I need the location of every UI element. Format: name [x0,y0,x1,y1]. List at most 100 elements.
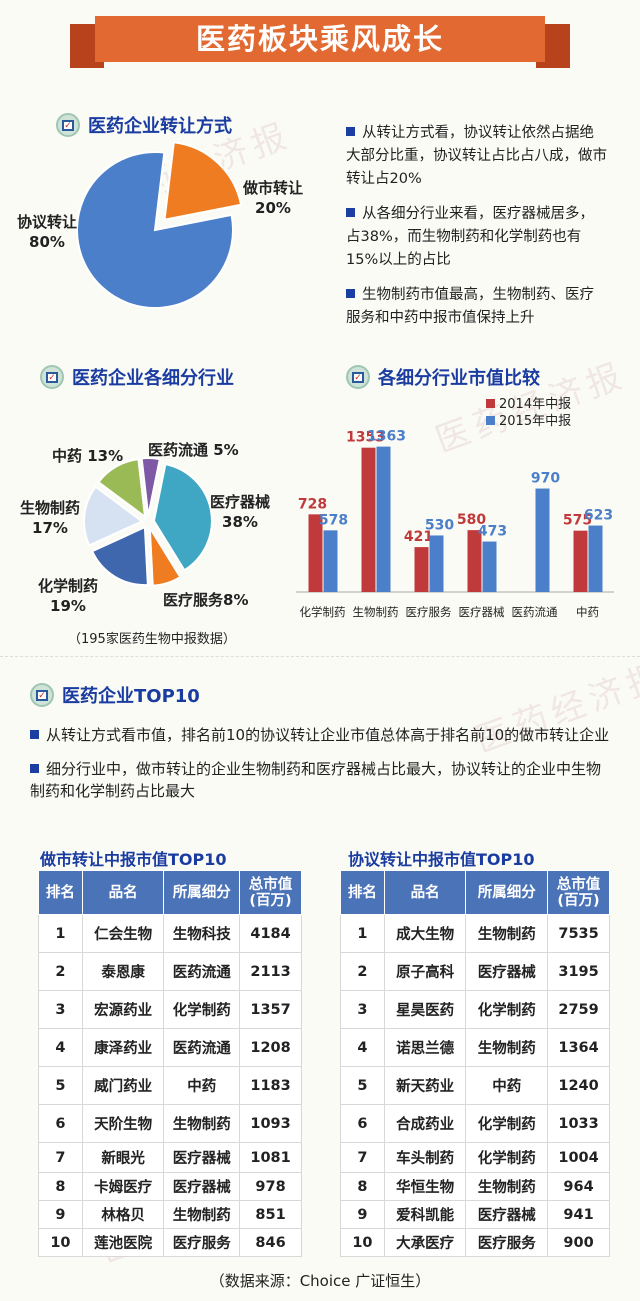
value-cell: 2759 [547,990,610,1029]
bar-value-label: 575 [563,513,592,529]
bar-value-label: 421 [404,529,433,545]
pie-slice-5 [140,457,161,517]
bar-value-label: 530 [425,517,454,533]
bar-1-2 [429,535,444,592]
value-cell: 1093 [239,1104,302,1143]
segment-cell: 医药流通 [163,952,241,991]
bullet-item: 从转让方式看市值，排名前10的协议转让企业市值总体高于排名前10的做市转让企业 [30,724,615,746]
table-header-cell: 排名 [38,870,83,915]
page-title: 医药板块乘风成长 [95,16,545,62]
value-cell: 1364 [547,1028,610,1067]
bar-0-3 [467,530,482,592]
pie1-label-xieyi: 协议转让 80% [17,213,78,251]
rank-cell: 6 [38,1104,83,1143]
table-row: 2 原子高科 医疗器械 3195 [340,952,610,991]
name-cell: 新天药业 [383,1066,467,1105]
name-cell: 星昊医药 [383,990,467,1029]
pie2-label-fuwu: 医疗服务8% [163,591,249,609]
bar-0-0 [308,514,323,592]
value-cell: 978 [239,1172,302,1201]
table-row: 1 成大生物 生物制药 7535 [340,914,610,953]
bar-value-label: 1353 [346,430,385,446]
right-table-title: 协议转让中报市值TOP10 [348,850,535,869]
section1-title: 医药企业转让方式 [88,116,232,137]
rank-cell: 10 [38,1228,83,1257]
rank-cell: 8 [340,1172,385,1201]
value-cell: 900 [547,1228,610,1257]
name-cell: 成大生物 [383,914,467,953]
left-top10-table: 排名 品名 所属细分 总市值 (百万) 1 仁会生物 生物科技 4184 2 泰恩康 医药流通 211… [38,870,302,1257]
table-header-cell: 总市值 (百万) [239,870,302,915]
name-cell: 原子高科 [383,952,467,991]
table-row: 8 卡姆医疗 医疗器械 978 [38,1172,302,1201]
bar-value-label: 623 [584,508,613,524]
segment-cell: 生物制药 [465,1172,549,1201]
bar-value-label: 580 [457,512,486,528]
bar-1-1 [376,446,391,592]
section2-title: 医药企业各细分行业 [72,368,234,389]
name-cell: 天阶生物 [81,1104,165,1143]
table-header-cell: 排名 [340,870,385,915]
x-tick-label: 医药流通 [512,605,558,619]
value-cell: 7535 [547,914,610,953]
left-table-title: 做市转让中报市值TOP10 [40,850,227,869]
section2-header: ✓ 医药企业各细分行业 [40,364,234,390]
bar-1-5 [588,525,603,592]
segment-cell: 生物制药 [465,1028,549,1067]
transfer-method-pie [76,141,243,309]
table-row: 6 天阶生物 生物制药 1093 [38,1104,302,1143]
table-row: 3 宏源药业 化学制药 1357 [38,990,302,1029]
value-cell: 941 [547,1200,610,1229]
legend-swatch [486,399,495,408]
bar-1-0 [323,530,338,592]
table-row: 10 大承医疗 医疗服务 900 [340,1228,610,1257]
bar-0-1 [361,447,376,592]
pie1-label-zuoshi: 做市转让 20% [243,179,304,217]
table-row: 10 莲池医院 医疗服务 846 [38,1228,302,1257]
name-cell: 新眼光 [81,1142,165,1173]
x-tick-label: 医疗服务 [406,605,452,619]
rank-cell: 4 [38,1028,83,1067]
rank-cell: 7 [340,1142,385,1173]
segment-cell: 医药流通 [163,1028,241,1067]
bar-1-4 [535,488,550,592]
rank-cell: 5 [340,1066,385,1105]
table-row: 9 爱科凯能 医疗器械 941 [340,1200,610,1229]
rank-cell: 9 [38,1200,83,1229]
table-header-cell: 所属细分 [465,870,549,915]
table-row: 3 星昊医药 化学制药 2759 [340,990,610,1029]
rank-cell: 10 [340,1228,385,1257]
name-cell: 仁会生物 [81,914,165,953]
section1-bullets: 从转让方式看，协议转让依然占据绝大部分比重，协议转让占比占八成，做市转让占20%… [346,122,608,342]
market-value-bar-chart: 2014年中报2015年中报728578化学制药13531363生物制药4215… [296,397,614,619]
legend-label: 2014年中报 [499,397,571,412]
pie2-label-huaxue: 化学制药 19% [38,577,99,615]
value-cell: 851 [239,1200,302,1229]
table-header-cell: 品名 [81,870,165,915]
rank-cell: 6 [340,1104,385,1143]
segment-cell: 医疗器械 [465,1200,549,1229]
x-tick-label: 中药 [576,605,599,619]
sample-note: （195家医药生物中报数据） [68,632,236,647]
value-cell: 964 [547,1172,610,1201]
pie2-label-liutong: 医药流通 5% [148,441,239,459]
divider [0,656,640,657]
name-cell: 大承医疗 [383,1228,467,1257]
value-cell: 846 [239,1228,302,1257]
bar-value-label: 728 [298,496,327,512]
value-cell: 4184 [239,914,302,953]
bar-1-3 [482,541,497,592]
section4-header: ✓ 医药企业TOP10 [30,682,200,708]
segment-cell: 中药 [163,1066,241,1105]
name-cell: 威门药业 [81,1066,165,1105]
bullet-item: 从转让方式看，协议转让依然占据绝大部分比重，协议转让占比占八成，做市转让占20% [346,125,607,187]
section1-header: ✓ 医药企业转让方式 [56,112,232,138]
pie-slice-2 [90,525,149,587]
rank-cell: 3 [38,990,83,1029]
name-cell: 康泽药业 [81,1028,165,1067]
table-row: 5 威门药业 中药 1183 [38,1066,302,1105]
section4-title: 医药企业TOP10 [62,686,200,707]
x-tick-label: 生物制药 [353,605,399,619]
rank-cell: 5 [38,1066,83,1105]
x-tick-label: 化学制药 [300,605,346,619]
